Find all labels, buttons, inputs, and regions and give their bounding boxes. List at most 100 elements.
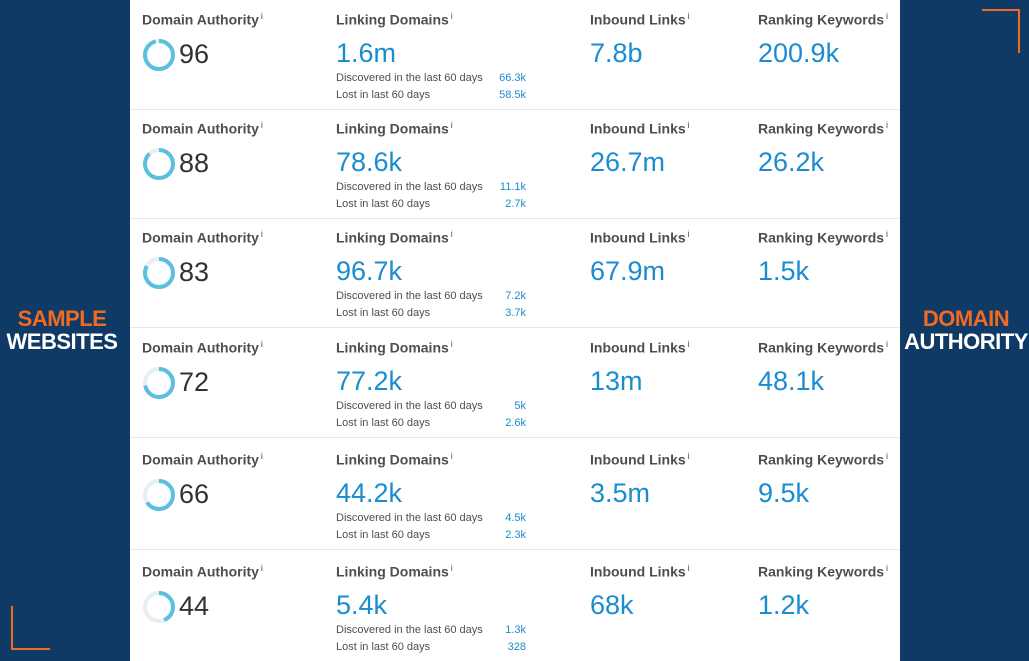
site-row: Domain Authority i 44 Linking Domains i 5.… — [130, 552, 900, 661]
linking-domains-value: 77.2k — [336, 366, 403, 396]
inbound-links-value: 67.9m — [590, 256, 666, 286]
lost-label: Lost in last 60 days — [336, 641, 431, 653]
websites-label: WEBSITES — [6, 329, 118, 354]
info-icon[interactable]: i — [886, 229, 889, 239]
score-ring-icon — [143, 148, 175, 180]
domain-authority-score: 72 — [142, 365, 252, 399]
info-icon[interactable]: i — [450, 11, 453, 21]
info-icon[interactable]: i — [260, 120, 263, 130]
sample-websites-label: SAMPLE WEBSITES — [0, 307, 124, 353]
ranking-keywords-header: Ranking Keywords i — [758, 563, 889, 580]
info-icon[interactable]: i — [450, 451, 453, 461]
info-icon[interactable]: i — [450, 339, 453, 349]
linking-domains-value: 96.7k — [336, 256, 403, 286]
inbound-links-header: Inbound Links i — [590, 451, 690, 468]
score-ring-icon — [143, 39, 175, 71]
site-row: Domain Authority i 83 Linking Domains i 96… — [130, 218, 900, 328]
ranking-keywords-value: 1.2k — [758, 590, 810, 620]
inbound-links-header: Inbound Links i — [590, 11, 690, 28]
authority-label: AUTHORITY — [904, 329, 1028, 354]
info-icon[interactable]: i — [260, 339, 263, 349]
linking-domains-value: 1.6m — [336, 38, 397, 68]
linking-domains-value: 5.4k — [336, 590, 388, 620]
ranking-keywords-header: Ranking Keywords i — [758, 120, 889, 137]
info-icon[interactable]: i — [260, 451, 263, 461]
inbound-links-header: Inbound Links i — [590, 563, 690, 580]
inbound-links-value: 3.5m — [590, 478, 651, 508]
domain-authority-header: Domain Authority i — [142, 451, 263, 468]
discovered-value: 11.1k — [499, 181, 526, 193]
ranking-keywords-value: 1.5k — [758, 256, 810, 286]
discovered-row: Discovered in the last 60 days 7.2k — [336, 290, 526, 302]
site-row: Domain Authority i 96 Linking Domains i 1.… — [130, 0, 900, 110]
linking-domains-header: Linking Domains i — [336, 339, 453, 356]
info-icon[interactable]: i — [886, 120, 889, 130]
discovered-label: Discovered in the last 60 days — [336, 181, 483, 193]
inbound-links-value: 26.7m — [590, 147, 666, 177]
domain-authority-header: Domain Authority i — [142, 229, 263, 246]
lost-label: Lost in last 60 days — [336, 307, 431, 319]
lost-row: Lost in last 60 days 328 — [336, 641, 526, 653]
info-icon[interactable]: i — [687, 11, 690, 21]
info-icon[interactable]: i — [687, 120, 690, 130]
info-icon[interactable]: i — [450, 563, 453, 573]
inbound-links-header: Inbound Links i — [590, 120, 690, 137]
linking-domains-header: Linking Domains i — [336, 11, 453, 28]
discovered-label: Discovered in the last 60 days — [336, 72, 483, 84]
discovered-row: Discovered in the last 60 days 66.3k — [336, 72, 526, 84]
score-ring-icon — [143, 479, 175, 511]
inbound-links-header: Inbound Links i — [590, 339, 690, 356]
discovered-row: Discovered in the last 60 days 11.1k — [336, 181, 526, 193]
ranking-keywords-value: 26.2k — [758, 147, 825, 177]
info-icon[interactable]: i — [886, 339, 889, 349]
domain-authority-header: Domain Authority i — [142, 563, 263, 580]
ranking-keywords-header: Ranking Keywords i — [758, 229, 889, 246]
lost-row: Lost in last 60 days 2.3k — [336, 529, 526, 541]
discovered-label: Discovered in the last 60 days — [336, 290, 483, 302]
discovered-value: 66.3k — [499, 72, 526, 84]
domain-authority-value: 88 — [179, 148, 210, 178]
discovered-value: 4.5k — [505, 512, 526, 524]
domain-authority-header: Domain Authority i — [142, 120, 263, 137]
corner-bracket-top-right — [982, 9, 1020, 53]
lost-value: 3.7k — [505, 307, 526, 319]
sample-label: SAMPLE — [17, 306, 107, 331]
domain-authority-header: Domain Authority i — [142, 339, 263, 356]
lost-label: Lost in last 60 days — [336, 529, 431, 541]
info-icon[interactable]: i — [687, 451, 690, 461]
score-ring-icon — [143, 367, 175, 399]
inbound-links-value: 13m — [590, 366, 643, 396]
corner-bracket-bottom-left — [11, 606, 50, 650]
discovered-row: Discovered in the last 60 days 5k — [336, 400, 526, 412]
info-icon[interactable]: i — [687, 229, 690, 239]
lost-value: 2.6k — [505, 417, 526, 429]
metrics-panel: Domain Authority i 96 Linking Domains i 1.… — [130, 0, 900, 661]
info-icon[interactable]: i — [260, 11, 263, 21]
domain-authority-value: 96 — [179, 39, 210, 69]
domain-authority-value: 66 — [179, 479, 210, 509]
lost-row: Lost in last 60 days 2.7k — [336, 198, 526, 210]
lost-row: Lost in last 60 days 3.7k — [336, 307, 526, 319]
ranking-keywords-value: 9.5k — [758, 478, 810, 508]
domain-authority-value: 72 — [179, 367, 210, 397]
info-icon[interactable]: i — [450, 120, 453, 130]
domain-authority-header: Domain Authority i — [142, 11, 263, 28]
info-icon[interactable]: i — [260, 229, 263, 239]
discovered-value: 7.2k — [505, 290, 526, 302]
lost-label: Lost in last 60 days — [336, 417, 431, 429]
info-icon[interactable]: i — [260, 563, 263, 573]
ranking-keywords-value: 200.9k — [758, 38, 840, 68]
domain-authority-score: 44 — [142, 589, 252, 623]
site-row: Domain Authority i 72 Linking Domains i 77… — [130, 328, 900, 438]
lost-value: 328 — [507, 641, 526, 653]
info-icon[interactable]: i — [687, 339, 690, 349]
info-icon[interactable]: i — [886, 451, 889, 461]
info-icon[interactable]: i — [687, 563, 690, 573]
info-icon[interactable]: i — [450, 229, 453, 239]
lost-label: Lost in last 60 days — [336, 198, 431, 210]
linking-domains-header: Linking Domains i — [336, 120, 453, 137]
info-icon[interactable]: i — [886, 563, 889, 573]
info-icon[interactable]: i — [886, 11, 889, 21]
score-ring-icon — [143, 257, 175, 289]
lost-label: Lost in last 60 days — [336, 89, 431, 101]
